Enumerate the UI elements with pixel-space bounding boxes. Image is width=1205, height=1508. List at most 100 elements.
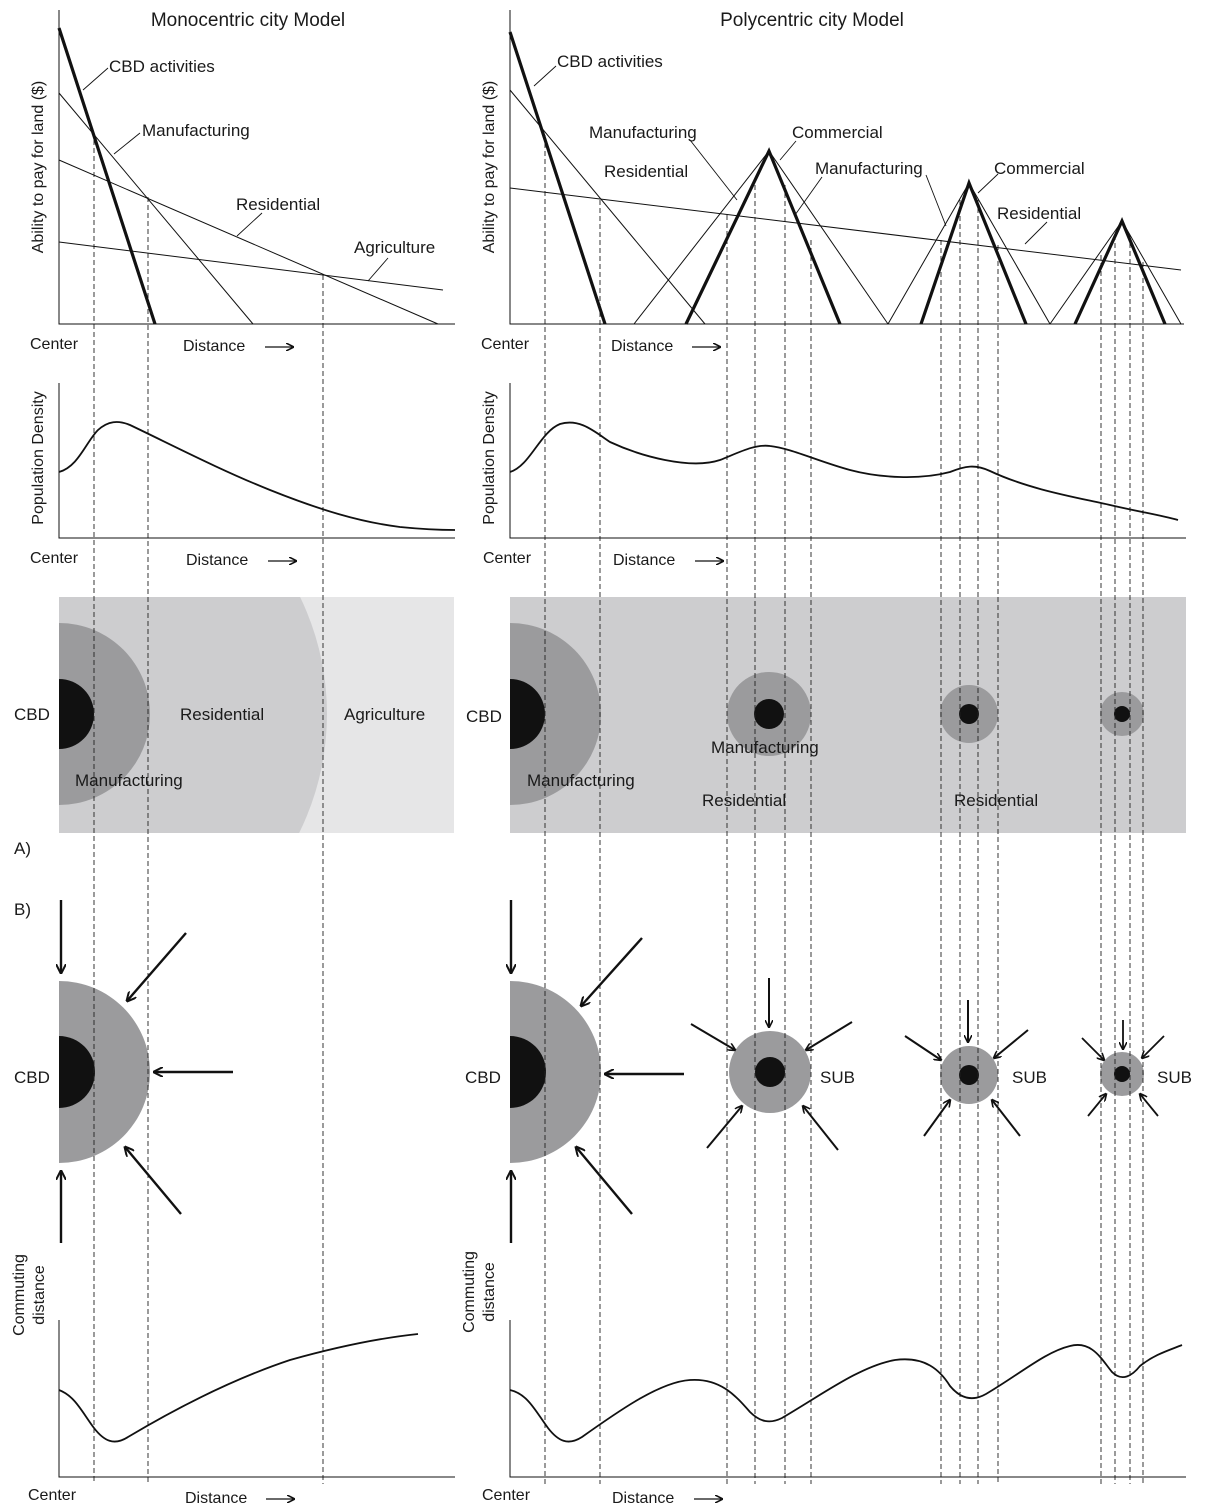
y-axis-label-2: distance <box>481 1262 498 1322</box>
residential-bid-rent-line <box>58 159 439 325</box>
cbd-activities-label: CBD activities <box>109 57 215 76</box>
leader <box>779 140 797 161</box>
mono-commute-diagram <box>59 981 150 1163</box>
residential-label-1: Residential <box>604 162 688 181</box>
leader <box>82 67 109 91</box>
distance-label: Distance <box>612 1490 674 1507</box>
mono-title: Monocentric city Model <box>151 10 345 31</box>
commercial-label-2: Commercial <box>994 159 1085 178</box>
manufacturing-peak-1 <box>633 150 889 325</box>
manufacturing-peak-3 <box>1049 220 1182 325</box>
mono-commute-arrows <box>61 900 233 1243</box>
mono-cbd-label: CBD <box>14 705 50 724</box>
y-axis-label: Population Density <box>30 391 47 524</box>
arrow <box>904 1035 941 1060</box>
y-axis-label: Population Density <box>481 391 498 524</box>
arrow <box>690 1023 735 1050</box>
residential-label-2: Residential <box>997 204 1081 223</box>
commute-sub-1-core <box>755 1057 785 1087</box>
distance-label: Distance <box>183 338 245 355</box>
mono-land-use-map <box>59 597 454 833</box>
sub-1-arrows <box>690 978 853 1151</box>
poly-commute-arrows <box>511 900 684 1243</box>
leader <box>794 176 823 216</box>
density-curve <box>509 421 1179 521</box>
poly-residential-label-1: Residential <box>702 791 786 810</box>
cbd-bid-rent-line <box>508 31 607 325</box>
leader <box>533 65 557 87</box>
distance-label: Distance <box>611 338 673 355</box>
commute-manufacturing-ring-poly <box>510 981 601 1163</box>
subcenter-2-core <box>959 704 979 724</box>
commute-cbd-core <box>59 1036 95 1108</box>
sub-label-1: SUB <box>820 1068 855 1087</box>
panel-a-label: A) <box>14 839 31 858</box>
center-label: Center <box>482 1487 531 1504</box>
mono-manufacturing-label: Manufacturing <box>75 771 183 790</box>
y-axis-label: Ability to pay for land ($) <box>481 81 498 254</box>
poly-commute-diagram <box>510 981 1144 1163</box>
distance-label: Distance <box>186 552 248 569</box>
mono-bid-rent-chart: CBD activities Manufacturing Residential… <box>30 10 455 355</box>
poly-bid-rent-chart: CBD activities Manufacturing Residential… <box>481 10 1184 355</box>
commute-curve <box>509 1344 1183 1443</box>
arrow <box>1142 1035 1165 1058</box>
leader <box>236 212 263 237</box>
manufacturing-peak-2 <box>887 181 1051 325</box>
axes <box>58 383 455 539</box>
residential-zone-poly <box>510 597 1186 833</box>
panel-b-label: B) <box>14 900 31 919</box>
mono-residential-label: Residential <box>180 705 264 724</box>
poly-manufacturing-label-1: Manufacturing <box>527 771 635 790</box>
commute-cbd-label-mono: CBD <box>14 1068 50 1087</box>
poly-manufacturing-label-2: Manufacturing <box>711 738 819 757</box>
poly-residential-label-2: Residential <box>954 791 1038 810</box>
mono-density-chart: Population Density Center Distance <box>30 383 456 569</box>
arrow <box>992 1100 1021 1137</box>
distance-label: Distance <box>185 1490 247 1507</box>
arrow <box>127 932 187 1001</box>
center-label: Center <box>30 336 79 353</box>
distance-label: Distance <box>613 552 675 569</box>
agriculture-label: Agriculture <box>354 238 435 257</box>
center-label: Center <box>483 550 532 567</box>
leader <box>367 257 389 282</box>
leader <box>925 174 947 227</box>
subcenter-1-core <box>754 699 784 729</box>
residential-label: Residential <box>236 195 320 214</box>
arrow <box>994 1029 1029 1058</box>
arrow <box>1087 1094 1106 1117</box>
manufacturing-ring <box>59 623 150 805</box>
manufacturing-label: Manufacturing <box>142 121 250 140</box>
leader <box>1024 221 1048 245</box>
arrow <box>576 1147 633 1215</box>
manufacturing-bid-rent-line <box>58 92 254 325</box>
commute-curve <box>58 1333 419 1443</box>
subcenter-3-core <box>1114 706 1130 722</box>
poly-commute-chart: Commuting distance Center Distance <box>461 1251 1186 1507</box>
manufacturing-label-2: Manufacturing <box>815 159 923 178</box>
commute-manufacturing-ring <box>59 981 150 1163</box>
arrow <box>706 1106 742 1149</box>
cbd-core <box>59 679 94 749</box>
arrow <box>581 937 643 1006</box>
density-curve <box>58 421 456 531</box>
axes <box>58 10 455 325</box>
cbd-core-poly <box>510 679 545 749</box>
sub-3-arrows <box>1081 1020 1165 1117</box>
commute-sub-3-core <box>1114 1066 1130 1082</box>
axes <box>509 383 1186 539</box>
commercial-label-1: Commercial <box>792 123 883 142</box>
arrow <box>923 1100 950 1137</box>
arrow <box>803 1106 839 1151</box>
arrow <box>806 1021 853 1050</box>
axes <box>509 10 1184 325</box>
sub-2-arrows <box>904 1000 1029 1137</box>
manufacturing-label-1: Manufacturing <box>589 123 697 142</box>
leader <box>689 139 738 201</box>
poly-title: Polycentric city Model <box>720 10 904 31</box>
axes <box>58 1320 455 1478</box>
sub-label-2: SUB <box>1012 1068 1047 1087</box>
center-label: Center <box>30 550 79 567</box>
